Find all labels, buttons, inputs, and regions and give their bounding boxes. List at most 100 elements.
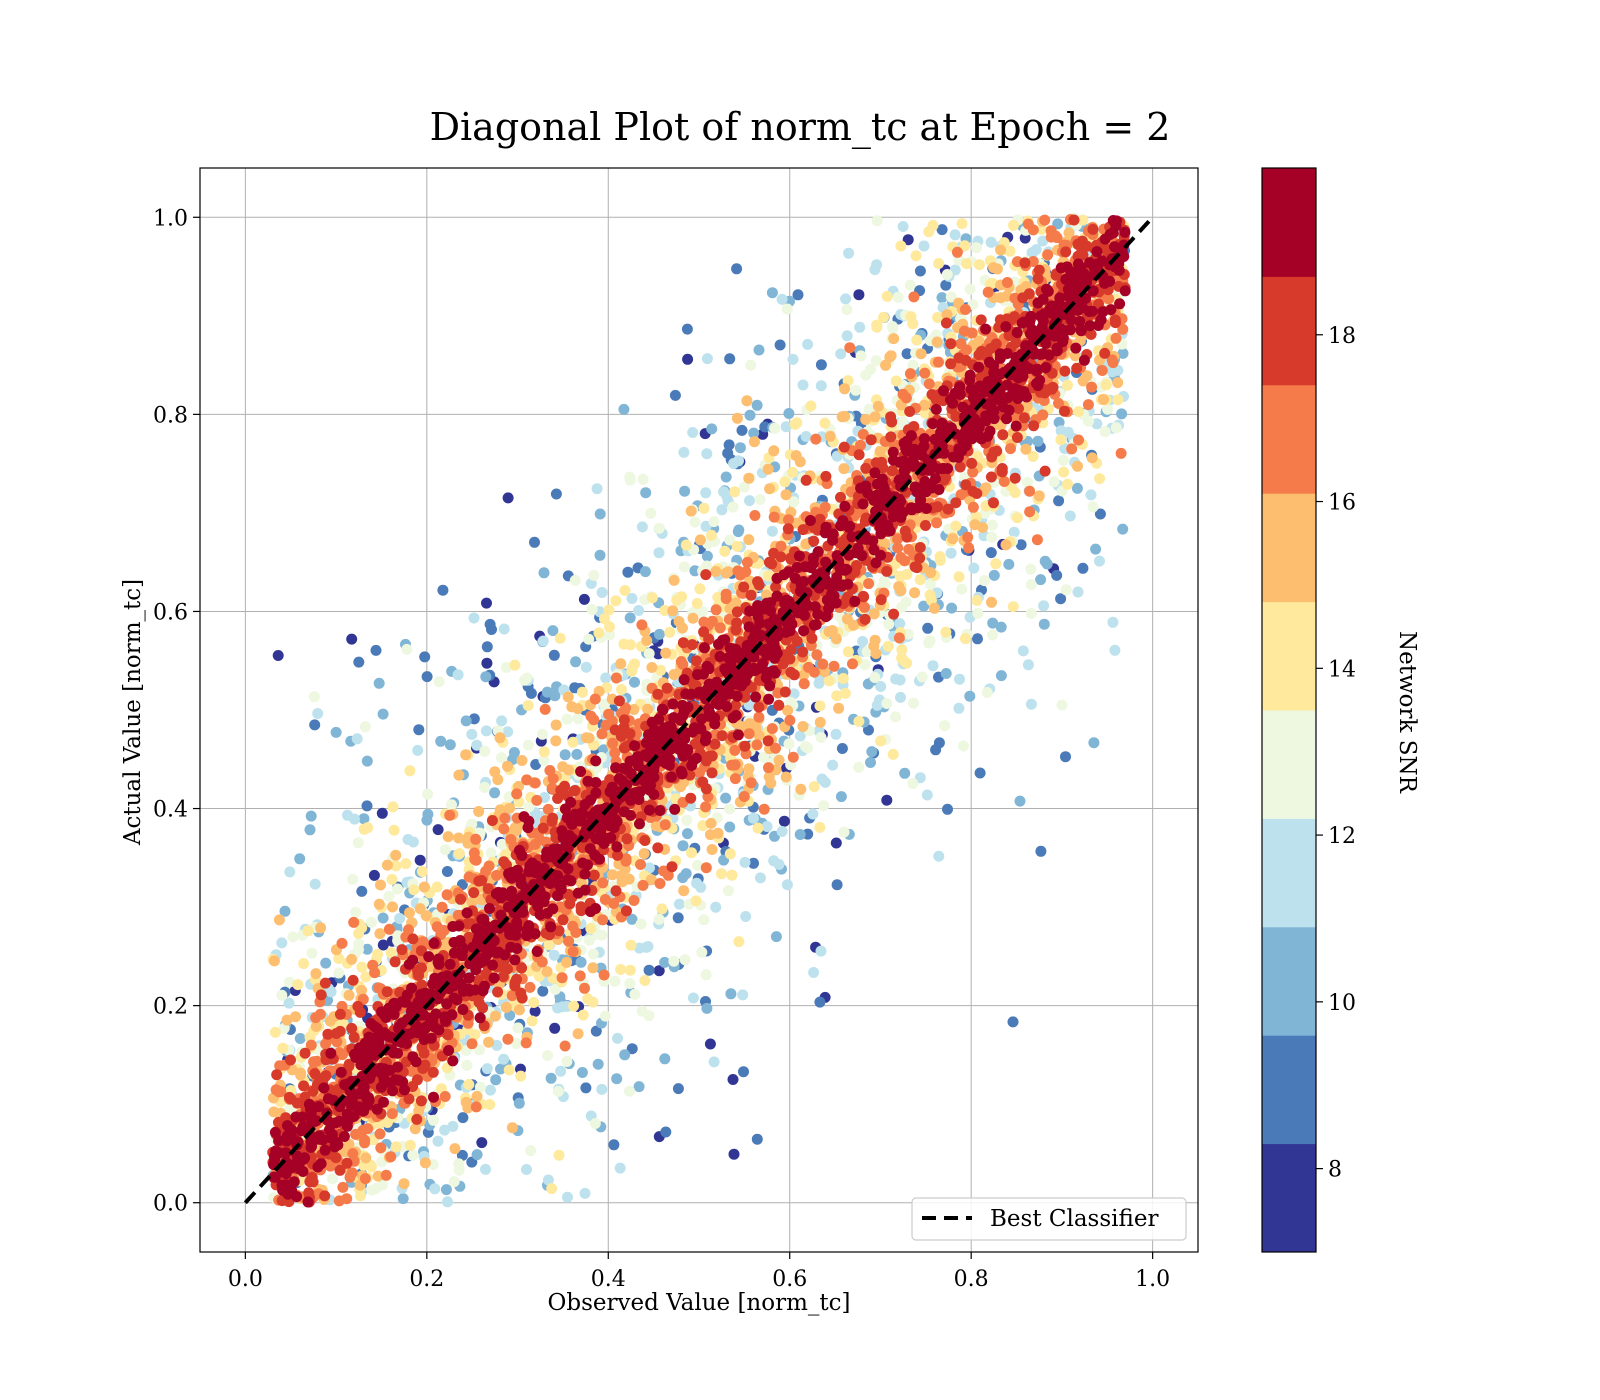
scatter-point: [298, 958, 310, 970]
scatter-point: [620, 853, 632, 865]
scatter-point: [689, 516, 701, 528]
scatter-point: [547, 773, 559, 785]
scatter-point: [668, 669, 680, 680]
scatter-point: [380, 1169, 392, 1181]
scatter-point: [763, 570, 775, 582]
scatter-point: [1033, 490, 1045, 502]
scatter-point: [599, 1010, 611, 1022]
scatter-point: [838, 463, 850, 475]
scatter-point: [880, 359, 892, 371]
scatter-point: [347, 873, 359, 885]
scatter-point: [433, 676, 445, 688]
scatter-point: [1053, 416, 1065, 428]
scatter-point: [805, 400, 817, 412]
scatter-point: [587, 962, 599, 974]
scatter-point: [819, 501, 831, 513]
scatter-point: [421, 814, 433, 826]
scatter-point: [722, 566, 734, 578]
scatter-point: [351, 733, 363, 745]
scatter-point: [946, 602, 958, 614]
scatter-point: [712, 827, 724, 839]
scatter-point: [859, 613, 871, 625]
scatter-point: [729, 773, 741, 785]
scatter-point: [780, 771, 792, 783]
scatter-point: [887, 321, 898, 332]
scatter-point: [1008, 526, 1020, 538]
scatter-point: [483, 1036, 495, 1048]
scatter-point: [419, 1157, 431, 1169]
scatter-point: [720, 471, 732, 483]
scatter-point: [618, 638, 630, 650]
scatter-point: [987, 629, 999, 641]
scatter-point: [353, 656, 365, 668]
scatter-point: [327, 1173, 339, 1185]
scatter-point: [653, 547, 665, 559]
scatter-point: [276, 989, 288, 1001]
scatter-point: [559, 1040, 571, 1052]
scatter-point: [529, 1005, 541, 1017]
scatter-point: [888, 333, 900, 345]
scatter-point: [753, 711, 765, 723]
scatter-point: [706, 767, 718, 779]
scatter-point: [608, 1139, 620, 1151]
scatter-point: [808, 781, 820, 793]
scatter-point: [924, 578, 936, 590]
scatter-point: [754, 872, 766, 884]
scatter-point: [637, 879, 649, 891]
scatter-point: [671, 594, 683, 606]
scatter-point: [654, 878, 666, 889]
scatter-point: [1115, 447, 1127, 459]
scatter-point: [390, 1141, 402, 1153]
scatter-point: [567, 946, 579, 958]
scatter-point: [892, 542, 904, 554]
scatter-point: [308, 1056, 320, 1068]
scatter-point: [1008, 219, 1019, 231]
scatter-point: [624, 612, 636, 624]
scatter-point: [603, 604, 615, 616]
scatter-point: [386, 1108, 398, 1120]
scatter-point: [918, 240, 930, 252]
scatter-point: [521, 672, 533, 684]
scatter-point: [741, 395, 753, 407]
scatter-point: [373, 898, 385, 910]
scatter-point: [377, 939, 389, 951]
scatter-point: [878, 311, 889, 323]
scatter-point: [780, 421, 792, 433]
scatter-point: [333, 1195, 345, 1207]
scatter-point: [333, 967, 345, 979]
scatter-point: [1024, 485, 1036, 497]
scatter-point: [346, 953, 358, 965]
scatter-point: [619, 585, 631, 596]
scatter-point: [998, 476, 1010, 487]
scatter-point: [1056, 699, 1068, 711]
scatter-point: [964, 283, 976, 295]
scatter-point: [362, 822, 374, 834]
scatter-point: [496, 838, 508, 850]
scatter-point: [701, 448, 713, 460]
scatter-point: [871, 321, 883, 333]
scatter-point: [432, 1135, 444, 1147]
scatter-point: [346, 1167, 358, 1179]
scatter-point: [1035, 845, 1047, 857]
scatter-point: [869, 264, 881, 276]
scatter-point: [572, 713, 584, 725]
scatter-point: [610, 595, 622, 607]
scatter-point: [659, 956, 671, 968]
scatter-point: [732, 565, 744, 577]
scatter-point: [731, 412, 743, 424]
scatter-point: [538, 746, 550, 758]
scatter-point: [606, 869, 618, 881]
scatter-point: [722, 885, 734, 897]
scatter-point: [561, 713, 573, 725]
scatter-point: [536, 728, 548, 740]
scatter-point: [628, 895, 640, 906]
scatter-point: [664, 626, 676, 638]
scatter-point: [385, 1151, 397, 1163]
scatter-point: [919, 367, 931, 379]
scatter-point: [962, 531, 974, 543]
scatter-point: [333, 953, 345, 964]
scatter-point: [794, 456, 806, 468]
scatter-point: [870, 355, 882, 367]
scatter-point: [583, 633, 595, 645]
scatter-point: [386, 873, 398, 885]
